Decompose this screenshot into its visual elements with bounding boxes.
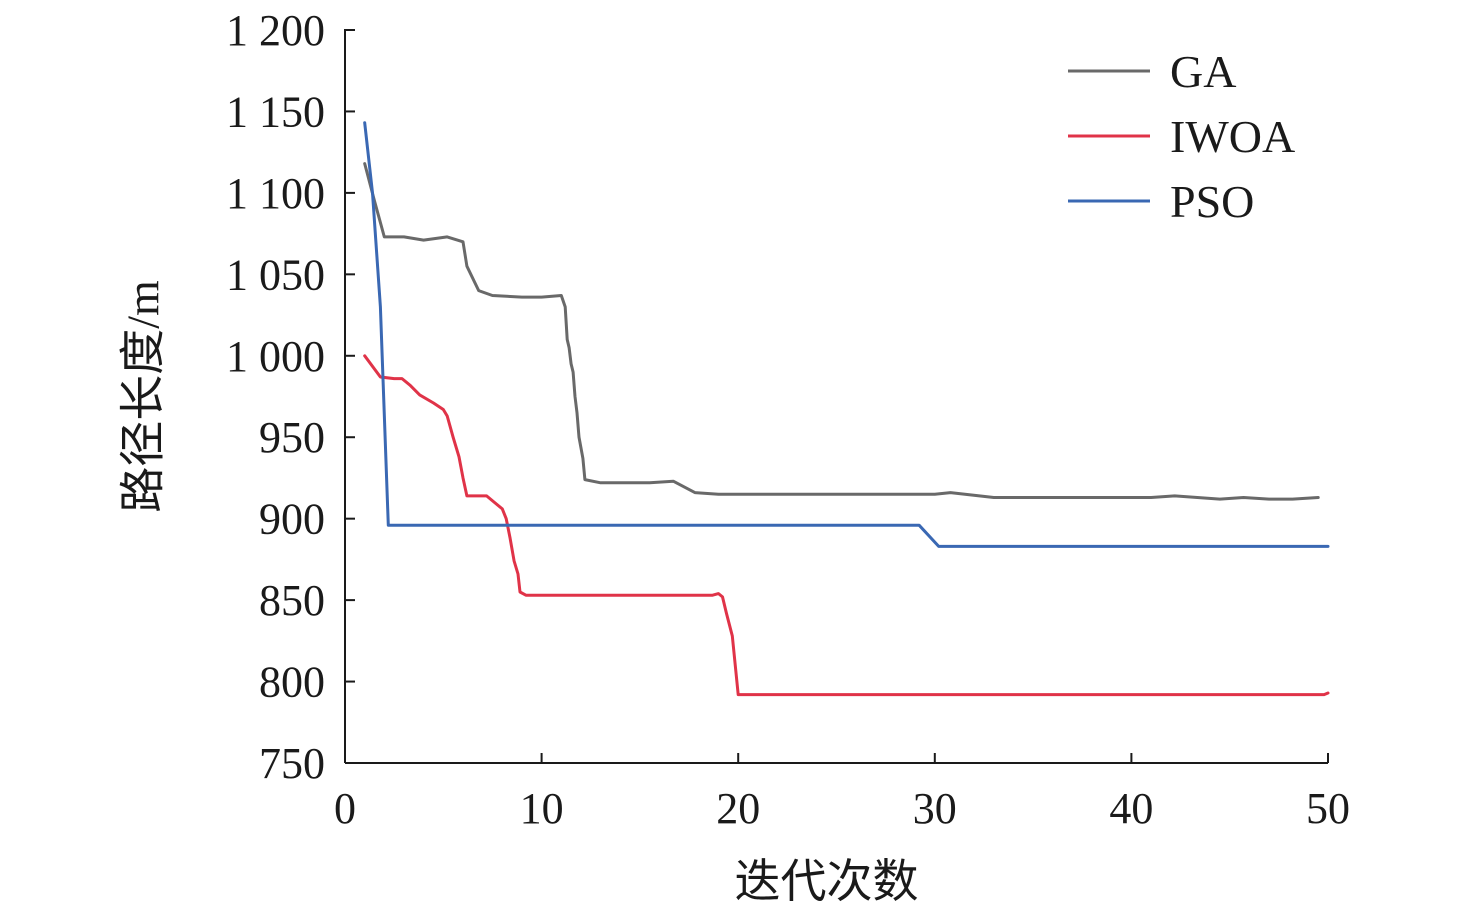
x-ticks: 0 10 20 30 40 50 xyxy=(334,753,1350,833)
y-ticks: 750 800 850 900 950 1 000 1 050 1 100 1 150 1 200 xyxy=(226,6,355,788)
y-tick-label: 750 xyxy=(259,739,325,788)
x-tick-label: 20 xyxy=(716,784,760,833)
axes xyxy=(344,29,1328,764)
y-tick-label: 1 100 xyxy=(226,169,325,218)
y-tick-label: 1 000 xyxy=(226,332,325,381)
legend: GA IWOA PSO xyxy=(1068,46,1295,227)
legend-label-iwoa: IWOA xyxy=(1170,111,1295,162)
y-tick-label: 1 150 xyxy=(226,87,325,136)
y-tick-label: 1 200 xyxy=(226,6,325,55)
legend-label-ga: GA xyxy=(1170,46,1236,97)
series-line-pso xyxy=(363,121,1330,548)
series-lines xyxy=(363,121,1330,697)
x-tick-label: 30 xyxy=(913,784,957,833)
legend-label-pso: PSO xyxy=(1170,176,1254,227)
series-line-iwoa xyxy=(363,354,1330,697)
y-tick-label: 850 xyxy=(259,576,325,625)
y-tick-label: 1 050 xyxy=(226,250,325,299)
y-tick-label: 800 xyxy=(259,658,325,707)
x-tick-label: 50 xyxy=(1306,784,1350,833)
x-axis-title: 迭代次数 xyxy=(735,856,919,907)
x-tick-label: 0 xyxy=(334,784,356,833)
y-tick-label: 900 xyxy=(259,495,325,544)
x-tick-label: 40 xyxy=(1109,784,1153,833)
y-axis-title: 路径长度/m xyxy=(118,280,169,513)
x-tick-label: 10 xyxy=(520,784,564,833)
y-tick-label: 950 xyxy=(259,413,325,462)
series-line-ga xyxy=(363,162,1320,501)
